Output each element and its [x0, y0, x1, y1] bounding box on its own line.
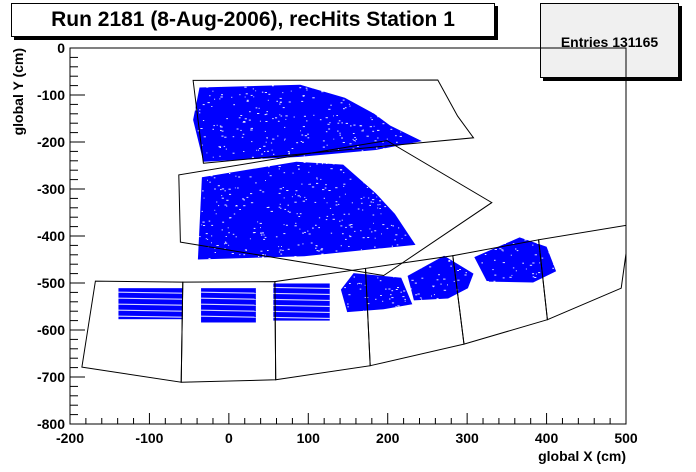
y-tick-label: -700 — [37, 369, 65, 385]
hit-region-outer-2 — [201, 288, 256, 323]
axes: -200 -100 0 100 200 300 400 500 0 -100 -200 -300 -40… — [37, 40, 638, 446]
chamber-outline-inner — [192, 79, 475, 164]
y-tick-label: 0 — [57, 40, 65, 56]
x-axis-label: global X (cm) — [538, 448, 626, 464]
hit-region-outer-6 — [474, 237, 558, 283]
x-tick-label: -100 — [135, 430, 163, 446]
x-tick-label: 100 — [297, 430, 321, 446]
chamber-outline-outer-6 — [538, 224, 626, 321]
chart-title: Run 2181 (8-Aug-2006), recHits Station 1 — [51, 8, 455, 31]
y-tick-label: -100 — [37, 87, 65, 103]
x-tick-label: 300 — [455, 430, 479, 446]
stats-value: 131165 — [612, 34, 659, 50]
y-tick-label: -400 — [37, 228, 65, 244]
x-tick-label: 0 — [225, 430, 233, 446]
chamber-outlines — [81, 79, 626, 383]
chamber-outline-middle — [178, 140, 493, 277]
hit-region-outer-3 — [273, 283, 330, 321]
x-tick-label: 200 — [376, 430, 400, 446]
hit-region-middle — [197, 161, 418, 261]
y-axis-label: global Y (cm) — [10, 48, 26, 135]
y-tick-label: -800 — [37, 416, 65, 432]
y-tick-label: -200 — [37, 134, 65, 150]
x-tick-label: 400 — [535, 430, 559, 446]
hit-region-outer-4 — [340, 273, 413, 313]
hit-points — [118, 84, 558, 323]
stats-box: Entries 131165 — [540, 3, 679, 78]
stats-label: Entries — [560, 34, 609, 50]
x-tick-label: 500 — [614, 430, 638, 446]
hit-region-inner — [193, 84, 423, 163]
y-tick-label: -300 — [37, 181, 65, 197]
hit-region-outer-5 — [407, 255, 474, 301]
y-tick-label: -600 — [37, 322, 65, 338]
title-box: Run 2181 (8-Aug-2006), recHits Station 1 — [11, 3, 495, 37]
x-tick-label: -200 — [56, 430, 84, 446]
hit-region-outer-1 — [118, 288, 183, 320]
stats-entries: Entries 131165 — [541, 34, 678, 50]
y-tick-label: -500 — [37, 275, 65, 291]
